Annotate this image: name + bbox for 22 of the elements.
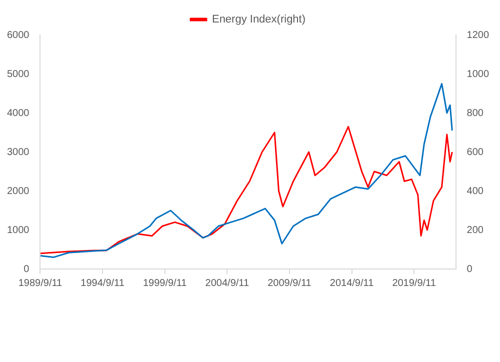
x-tick-label: 1994/9/11 xyxy=(80,278,125,289)
y-tick-label: 3000 xyxy=(6,146,30,158)
y-tick-label: 6000 xyxy=(6,30,30,41)
x-tick-label: 1999/9/11 xyxy=(142,278,188,289)
x-tick-label: 2014/9/11 xyxy=(330,278,374,289)
y2-tick-label: 400 xyxy=(466,186,484,197)
x-tick-label: 2004/9/11 xyxy=(205,278,250,289)
y2-tick-label: 1200 xyxy=(466,30,490,41)
y2-tick-label: 600 xyxy=(466,146,484,158)
y-tick-label: 0 xyxy=(24,264,30,275)
legend-label: Energy Index(right) xyxy=(212,14,306,26)
y-tick-label: 5000 xyxy=(6,68,30,80)
x-tick-label: 1989/9/11 xyxy=(18,278,63,289)
x-tick-label: 2019/9/11 xyxy=(392,278,436,289)
y2-tick-label: 200 xyxy=(466,224,484,236)
y2-tick-label: 800 xyxy=(466,108,484,119)
y2-tick-label: 0 xyxy=(466,264,473,275)
y-tick-label: 1000 xyxy=(6,224,30,236)
y2-tick-label: 1000 xyxy=(466,68,490,80)
x-tick-label: 2009/9/11 xyxy=(268,278,312,289)
y-tick-label: 2000 xyxy=(6,186,30,197)
y-tick-label: 4000 xyxy=(6,108,30,119)
